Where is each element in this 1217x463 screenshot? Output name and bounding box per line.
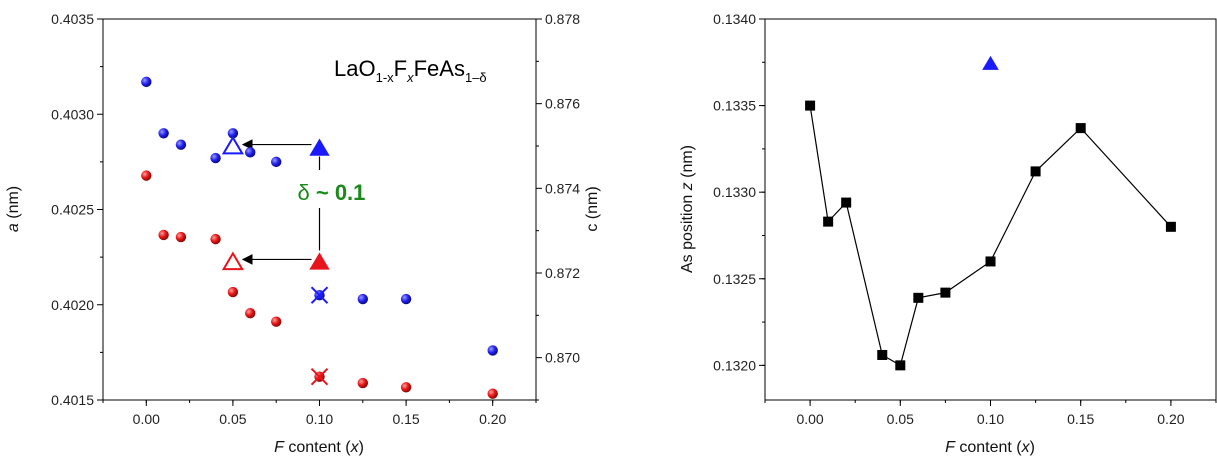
left-y-tick-label: 0.4035 [51,11,94,27]
x-tick-label: 0.00 [133,411,160,427]
a-data-point [487,345,498,356]
left-y-tick-label: 0.4030 [51,106,94,122]
as-position-chart: 0.00 0.05 0.10 0.15 0.20 0.13200.13250.13300… [679,11,1217,456]
z-data-point [985,256,996,267]
a-data-point [400,293,412,305]
x-tick-label: 0.10 [306,411,333,427]
left-x-axis: 0.00 0.05 0.10 0.15 0.20 [102,400,537,427]
c-triangle-open [221,251,244,271]
left-data-points [141,76,498,399]
a-triangle-open [221,135,244,155]
z-data-point [805,100,816,111]
a-triangle-filled [309,138,330,156]
right-chart-y-axis-label: As position z (nm) [679,145,696,273]
right-y-tick-label: 0.872 [545,265,580,281]
delta-annotation: δ ~ 0.1 [298,180,366,205]
c-data-point [227,286,239,298]
lattice-parameter-chart: 0.00 0.05 0.10 0.15 0.20 0.40150.40200.40250… [5,11,601,456]
right-y-tick-label: 0.870 [545,350,580,366]
x-tick-label: 0.00 [796,411,823,427]
z-data-point [940,287,951,298]
c-cross-marker [310,368,329,386]
x-tick-label: 0.10 [977,411,1004,427]
a-data-point [227,128,239,139]
z-data-point [877,349,888,360]
z-data-point [1030,166,1041,177]
a-data-point [245,147,256,158]
right-chart-x-axis: 0.00 0.05 0.10 0.15 0.20 [764,400,1217,427]
left-annotations [241,139,321,265]
c-data-point [357,377,368,389]
c-data-point [210,233,221,245]
chemical-formula: LaO1-xFxFeAs1–δ [334,56,487,85]
c-data-point [175,231,187,243]
a-cross-marker [310,286,329,304]
right-chart-x-axis-label: F content (x) [945,439,1035,456]
c-data-point [141,170,152,181]
x-tick-label: 0.15 [1067,411,1094,427]
right-y-tick-label: 0.878 [545,11,580,27]
right-y-tick-label: 0.876 [545,96,580,112]
c-triangle-filled [309,252,330,270]
z-data-point [1165,221,1176,232]
a-data-point [271,156,282,168]
y-tick-label: 0.1330 [713,184,756,200]
a-data-point [141,76,152,88]
y-tick-label: 0.1320 [713,357,756,373]
a-data-point [210,152,221,164]
left-y-tick-label: 0.4015 [51,392,94,408]
left-y-tick-label: 0.4020 [51,297,94,313]
a-data-point [357,293,368,305]
right-plot-frame [764,18,1217,401]
c-data-point [400,382,412,393]
x-tick-label: 0.15 [392,411,419,427]
x-tick-label: 0.20 [479,411,506,427]
right-data-points [805,55,1176,371]
z-data-point [823,216,834,227]
z-data-point [895,360,906,371]
z-triangle-point [982,55,999,70]
z-data-point [1075,123,1086,134]
a-data-point [175,139,187,150]
y-tick-label: 0.1325 [713,271,756,287]
right-chart-y-axis: 0.1320 0.1325 0.1330 0.1335 0.1340 [713,11,765,373]
left-y-axis: 0.4015 0.4020 0.4025 0.4030 0.4035 [51,11,103,408]
z-data-point [841,197,852,208]
right-y-tick-label: 0.874 [545,180,580,196]
left-x-axis-label: F content (x) [274,439,364,456]
left-y-tick-label: 0.4025 [51,202,94,218]
c-data-point [487,388,498,399]
c-data-point [158,229,169,241]
x-tick-label: 0.05 [219,411,246,427]
z-data-point [913,292,924,303]
x-tick-label: 0.20 [1157,411,1184,427]
right-y-axis: 0.870 0.872 0.874 0.876 0.878 [536,11,580,401]
z-series-line [809,105,1172,367]
c-data-point [245,308,256,319]
x-tick-label: 0.05 [887,411,914,427]
y-tick-label: 0.1335 [713,98,756,114]
left-y-axis-label: a (nm) [5,186,22,232]
y-tick-label: 0.1340 [713,11,756,27]
right-y-axis-label: c (nm) [584,186,601,231]
a-data-point [158,128,169,139]
c-data-point [271,316,282,327]
